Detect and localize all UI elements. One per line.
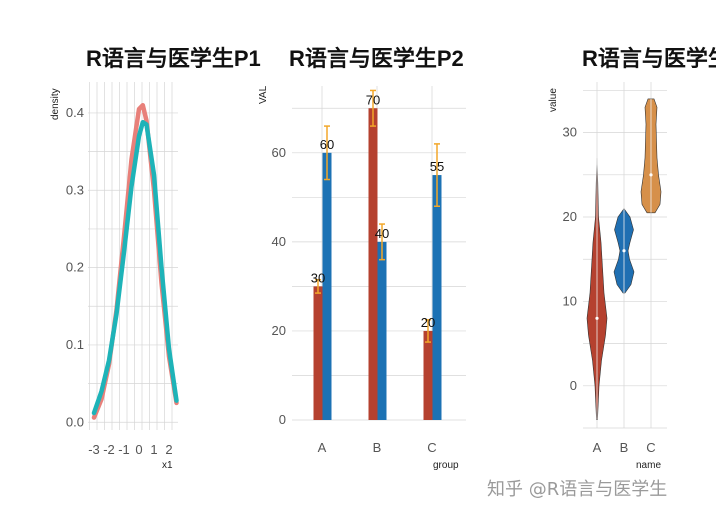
violin-x-axis-title: name [636, 460, 661, 471]
bar-data-label: 55 [430, 159, 444, 174]
bar-data-label: 70 [366, 92, 380, 107]
panel-bar: R语言与医学生P2 VAL group 0 20 40 60 A B C 30 60 70 40… [258, 46, 466, 471]
bar-x-ticks: A B C [318, 440, 437, 455]
violin-x-tick-label: C [646, 440, 655, 455]
violin-x-tick-label: B [620, 440, 629, 455]
violin-y-axis-title: value [548, 88, 559, 112]
violin-x-tick-label: A [593, 440, 602, 455]
density-x-tick-label: -2 [103, 442, 115, 457]
density-x-axis-title: x1 [162, 460, 173, 471]
density-lines [91, 102, 179, 420]
bar-y-ticks: 0 20 40 60 [272, 145, 286, 427]
density-y-tick-label: 0.4 [66, 105, 84, 120]
density-line-1 [91, 119, 179, 416]
bar-y-tick-label: 60 [272, 145, 286, 160]
density-x-tick-label: 2 [165, 442, 172, 457]
watermark-text: 知乎 @R语言与医学生 [487, 479, 667, 500]
bar-y-tick-label: 0 [279, 412, 286, 427]
density-x-tick-label: -1 [118, 442, 130, 457]
bar-B-0 [368, 108, 378, 421]
density-gridlines [88, 82, 178, 430]
violin-y-tick-label: 30 [563, 125, 577, 140]
density-y-tick-label: 0.3 [66, 182, 84, 197]
violin-chart-title: R语言与医学生P3 [582, 46, 716, 71]
bar-x-tick-label: A [318, 440, 327, 455]
bar-marks: 30 60 70 40 20 55 [311, 89, 444, 421]
bar-C-1 [432, 175, 442, 420]
density-y-tick-label: 0.1 [66, 337, 84, 352]
density-x-tick-label: -3 [88, 442, 100, 457]
bar-y-tick-label: 40 [272, 234, 286, 249]
bar-data-label: 60 [320, 137, 334, 152]
violin-x-ticks: A B C [593, 440, 656, 455]
violin-y-tick-label: 0 [570, 378, 577, 393]
bar-A-0 [313, 286, 323, 420]
density-x-tick-label: 0 [135, 442, 142, 457]
violin-marks [586, 98, 662, 420]
violin-y-tick-label: 10 [563, 293, 577, 308]
bar-x-axis-title: group [433, 460, 459, 471]
bar-data-label: 30 [311, 270, 325, 285]
bar-x-tick-label: C [427, 440, 436, 455]
bar-y-tick-label: 20 [272, 323, 286, 338]
bar-data-label: 40 [375, 226, 389, 241]
panel-violin: R语言与医学生P3 value name 0 10 20 30 A B C [548, 46, 716, 471]
density-x-ticks: -3 -2 -1 0 1 2 [88, 442, 172, 457]
bar-x-tick-label: B [373, 440, 382, 455]
violin-median-point [622, 249, 626, 253]
violin-y-ticks: 0 10 20 30 [563, 125, 577, 393]
density-y-tick-label: 0.2 [66, 260, 84, 275]
bar-chart-title: R语言与医学生P2 [289, 46, 464, 71]
density-y-axis-title: density [50, 88, 61, 120]
panel-density: R语言与医学生P1 density x1 0.00.10.20.30.4 -3-… [50, 46, 261, 471]
violin-y-tick-label: 20 [563, 209, 577, 224]
density-y-ticks: 0.0 0.1 0.2 0.3 0.4 [66, 105, 84, 429]
density-chart-title: R语言与医学生P1 [86, 46, 261, 71]
bar-y-axis-title: VAL [258, 85, 269, 104]
bar-A-1 [322, 152, 332, 421]
bar-B-1 [377, 241, 387, 420]
violin-median-point [595, 316, 599, 320]
density-y-tick-label: 0.0 [66, 414, 84, 429]
bar-data-label: 20 [421, 315, 435, 330]
bar-C-0 [423, 330, 433, 420]
density-x-tick-label: 1 [150, 442, 157, 457]
violin-median-point [649, 173, 653, 177]
